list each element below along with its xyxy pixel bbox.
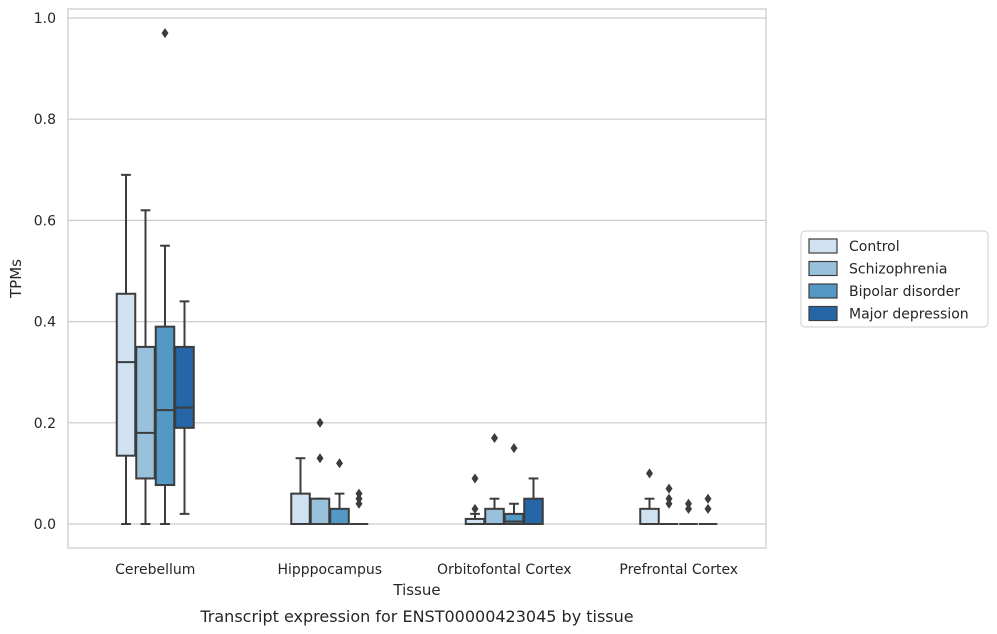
- box-layer: [115, 28, 718, 526]
- x-axis-ticks: Cerebellum Hipppocampus Orbitofontal Corte…: [115, 562, 738, 578]
- outlier-point: [665, 498, 673, 509]
- legend-swatch: [808, 260, 838, 277]
- legend-swatch: [808, 305, 838, 322]
- box-body: [484, 507, 505, 526]
- outlier-point: [685, 503, 692, 514]
- box-control: [290, 457, 311, 526]
- box-body: [523, 497, 544, 526]
- y-axis-label: TPMs: [7, 259, 25, 299]
- y-tick-label: 0.0: [34, 517, 56, 533]
- outlier-point: [704, 493, 712, 504]
- legend-label: Schizophrenia: [849, 262, 947, 278]
- outlier-point: [665, 493, 673, 504]
- legend-label: Bipolar disorder: [849, 284, 960, 300]
- legend-label: Major depression: [849, 307, 969, 323]
- y-tick-label: 0.6: [34, 213, 56, 229]
- y-tick-label: 1.0: [34, 11, 56, 27]
- box-schizophrenia: [135, 209, 156, 525]
- box-body: [174, 345, 195, 429]
- box-bipolar-disorder: [503, 443, 525, 526]
- box-body: [639, 507, 660, 526]
- outlier-point: [316, 453, 324, 464]
- box-schizophrenia: [659, 483, 679, 525]
- outlier-point: [355, 498, 363, 509]
- box-body: [290, 492, 311, 526]
- x-tick-label: Hipppocampus: [277, 562, 382, 578]
- box-body: [329, 507, 350, 526]
- x-tick-label: Orbitofontal Cortex: [437, 562, 572, 578]
- box-major-depression: [349, 488, 369, 525]
- box-control: [464, 473, 486, 526]
- outlier-point: [161, 28, 169, 39]
- outlier-point: [646, 468, 653, 479]
- box-control: [115, 173, 137, 525]
- legend-swatch: [808, 238, 838, 254]
- box-body: [503, 512, 525, 526]
- box-body: [135, 345, 156, 480]
- legend-label: Control: [849, 239, 900, 255]
- legend-frame: [800, 230, 989, 328]
- legend-swatch: [808, 283, 838, 299]
- y-tick-label: 0.2: [34, 416, 56, 432]
- box-schizophrenia: [309, 417, 331, 526]
- box-body: [115, 292, 137, 457]
- outlier-point: [316, 417, 324, 428]
- outlier-point: [471, 503, 479, 514]
- box-major-depression: [174, 300, 195, 515]
- y-tick-label: 0.4: [34, 315, 56, 331]
- chart-caption: Transcript expression for ENST0000042304…: [199, 607, 633, 626]
- outlier-point: [704, 503, 712, 514]
- outlier-point: [355, 493, 363, 504]
- outlier-point: [355, 488, 363, 499]
- x-tick-label: Cerebellum: [115, 562, 195, 578]
- outlier-point: [665, 483, 673, 494]
- box-bipolar-disorder: [679, 498, 698, 525]
- y-axis-ticks: 0.0 0.2 0.4 0.6 0.8 1.0: [34, 11, 56, 533]
- outlier-point: [336, 458, 343, 469]
- plot-frame: [67, 8, 767, 549]
- x-axis-label: Tissue: [392, 581, 440, 599]
- outlier-point: [491, 432, 498, 443]
- box-control: [639, 468, 660, 526]
- box-schizophrenia: [484, 432, 505, 526]
- outlier-point: [471, 473, 479, 484]
- outlier-point: [685, 498, 692, 509]
- box-body: [154, 325, 176, 487]
- box-body: [309, 497, 331, 526]
- x-tick-label: Prefrontal Cortex: [619, 562, 738, 578]
- outlier-point: [510, 443, 518, 454]
- box-major-depression: [523, 477, 544, 526]
- box-bipolar-disorder: [154, 28, 176, 525]
- legend: Control Schizophrenia Bipolar disorder Majo…: [800, 230, 989, 328]
- box-major-depression: [698, 493, 718, 525]
- box-bipolar-disorder: [329, 458, 350, 526]
- y-tick-label: 0.8: [34, 112, 56, 128]
